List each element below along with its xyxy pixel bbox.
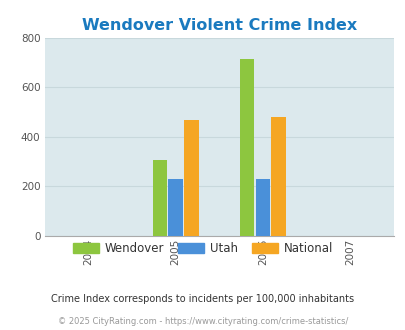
Title: Wendover Violent Crime Index: Wendover Violent Crime Index xyxy=(81,17,356,33)
Text: Crime Index corresponds to incidents per 100,000 inhabitants: Crime Index corresponds to incidents per… xyxy=(51,294,354,304)
Bar xyxy=(271,117,285,236)
Bar xyxy=(168,179,182,236)
Bar xyxy=(183,120,198,236)
Legend: Wendover, Utah, National: Wendover, Utah, National xyxy=(68,237,337,260)
Text: © 2025 CityRating.com - https://www.cityrating.com/crime-statistics/: © 2025 CityRating.com - https://www.city… xyxy=(58,317,347,326)
Bar xyxy=(239,59,254,236)
Bar xyxy=(255,179,269,236)
Bar xyxy=(152,160,167,236)
